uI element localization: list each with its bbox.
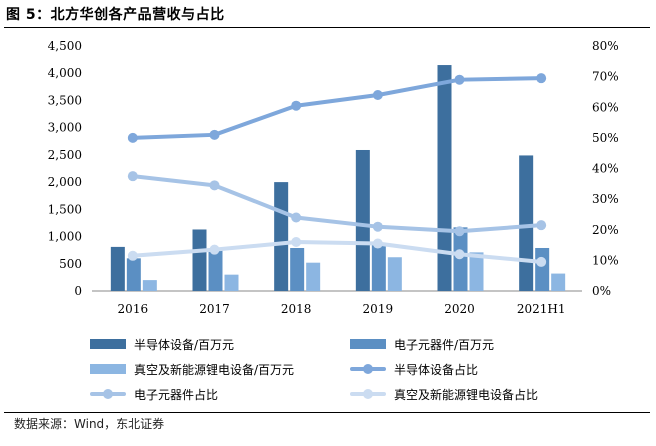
right-axis-tick-label: 0% [592, 284, 611, 298]
bar-2 [126, 258, 141, 291]
line-point-1 [454, 74, 465, 85]
legend-label: 半导体设备/百万元 [134, 337, 235, 352]
bar-2 [290, 247, 305, 291]
left-axis-tick-label: 3,000 [48, 121, 82, 135]
bar-1 [192, 229, 207, 291]
bottom-rule [4, 412, 650, 413]
bar-3 [469, 252, 484, 291]
line-point-2 [372, 221, 383, 232]
line-point-2 [291, 212, 302, 223]
line-point-3 [127, 250, 138, 261]
bar-1 [437, 65, 452, 291]
left-axis-tick-label: 4,500 [48, 39, 82, 53]
bar-3 [224, 274, 239, 291]
line-point-3 [291, 237, 302, 247]
legend-swatch-line [350, 388, 386, 400]
bar-2 [535, 247, 550, 291]
line-point-3 [454, 249, 465, 260]
left-axis-tick-label: 4,000 [48, 66, 82, 80]
left-axis-tick-label: 1,500 [48, 202, 82, 216]
left-axis-tick-label: 3,500 [48, 93, 82, 107]
right-axis-tick-label: 70% [592, 70, 619, 84]
x-axis-tick-label: 2018 [281, 302, 312, 316]
legend-label: 半导体设备占比 [394, 362, 479, 377]
line-point-1 [127, 132, 138, 143]
bar-3 [387, 257, 402, 291]
legend-item: 电子元器件/百万元 [350, 334, 610, 354]
legend-swatch-line [350, 363, 386, 375]
line-point-2 [209, 180, 220, 191]
legend-swatch-bar [90, 339, 126, 349]
legend-label: 真空及新能源锂电设备/百万元 [134, 362, 295, 377]
line-point-2 [127, 171, 138, 182]
title-rule [4, 27, 650, 28]
bar-3 [142, 280, 157, 291]
legend-swatch-bar [90, 364, 126, 374]
right-axis-tick-label: 50% [592, 131, 619, 145]
legend-swatch-line [90, 388, 126, 400]
bar-3 [551, 273, 566, 291]
bar-2 [453, 227, 468, 291]
legend-item: 电子元器件占比 [90, 384, 350, 404]
legend-label: 电子元器件占比 [134, 387, 219, 402]
line-series-1 [130, 76, 544, 140]
line-point-1 [209, 129, 220, 140]
bar-2 [208, 249, 223, 291]
right-axis-tick-label: 60% [592, 100, 619, 114]
legend-item: 真空及新能源锂电设备/百万元 [90, 359, 350, 379]
line-point-3 [372, 238, 383, 249]
right-axis-tick-label: 10% [592, 253, 619, 267]
line-series-2 [130, 174, 544, 234]
x-axis-tick-label: 2016 [118, 302, 149, 316]
line-point-1 [291, 100, 302, 111]
line-point-3 [536, 256, 547, 267]
legend-item: 真空及新能源锂电设备占比 [350, 384, 610, 404]
x-axis-tick-label: 2017 [199, 302, 230, 316]
right-axis-tick-label: 40% [592, 162, 619, 176]
right-axis-tick-label: 30% [592, 192, 619, 206]
x-axis-tick-label: 2021H1 [517, 302, 566, 316]
x-axis-tick-label: 2020 [444, 302, 475, 316]
line-point-2 [536, 220, 547, 231]
bar-1 [274, 182, 289, 291]
bar-1 [355, 149, 370, 291]
left-axis-tick-label: 2,500 [48, 148, 82, 162]
line-point-3 [209, 244, 220, 255]
legend-swatch-bar [350, 339, 386, 349]
left-axis-tick-label: 0 [74, 284, 82, 298]
legend-label: 真空及新能源锂电设备占比 [394, 387, 539, 402]
bar-1 [519, 155, 534, 291]
x-axis-tick-label: 2019 [363, 302, 394, 316]
right-axis-tick-label: 80% [592, 39, 619, 53]
source-text: Wind，东北证券 [74, 417, 165, 431]
line-point-2 [454, 226, 465, 237]
line-series-3 [130, 240, 544, 264]
line-point-1 [372, 90, 383, 100]
bar-2 [371, 243, 386, 291]
legend-item: 半导体设备占比 [350, 359, 610, 379]
legend-item: 半导体设备/百万元 [90, 334, 350, 354]
source-label: 数据来源： [14, 417, 75, 431]
legend-label: 电子元器件/百万元 [394, 337, 495, 352]
figure-title: 图 5：北方华创各产品营收与占比 [6, 7, 225, 23]
line-point-1 [536, 73, 547, 84]
source-note: 数据来源：Wind，东北证券 [14, 415, 164, 432]
bar-1 [110, 246, 125, 291]
legend: 半导体设备/百万元 电子元器件/百万元真空及新能源锂电设备/百万元 半导体设备占比电… [90, 334, 610, 404]
left-axis-tick-label: 500 [59, 257, 82, 271]
bar-3 [306, 262, 321, 291]
left-axis-tick-label: 2,000 [48, 175, 82, 189]
right-axis-tick-label: 20% [592, 223, 619, 237]
left-axis-tick-label: 1,000 [48, 230, 82, 244]
